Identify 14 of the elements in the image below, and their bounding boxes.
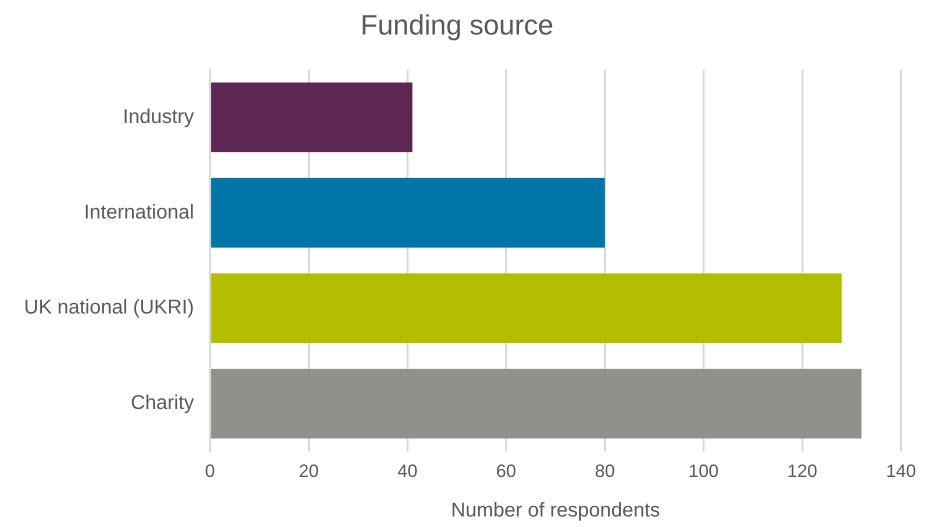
x-tick-label: 140 [886, 461, 916, 482]
x-tick-label: 120 [787, 461, 818, 482]
x-tick-label: 40 [397, 461, 418, 482]
y-tick-label: Industry [122, 106, 194, 128]
y-tick-label: Charity [130, 392, 194, 414]
x-tick-label: 20 [298, 461, 319, 482]
chart-title: Funding source [360, 10, 554, 41]
y-tick-label: International [84, 201, 194, 224]
x-tick-label: 80 [594, 461, 615, 482]
y-tick-label: UK national (UKRI) [24, 296, 194, 319]
x-axis-title: Number of respondents [451, 500, 660, 522]
x-tick-label: 0 [205, 461, 216, 482]
x-tick-label: 60 [496, 461, 516, 482]
x-tick-label: 100 [688, 461, 719, 482]
